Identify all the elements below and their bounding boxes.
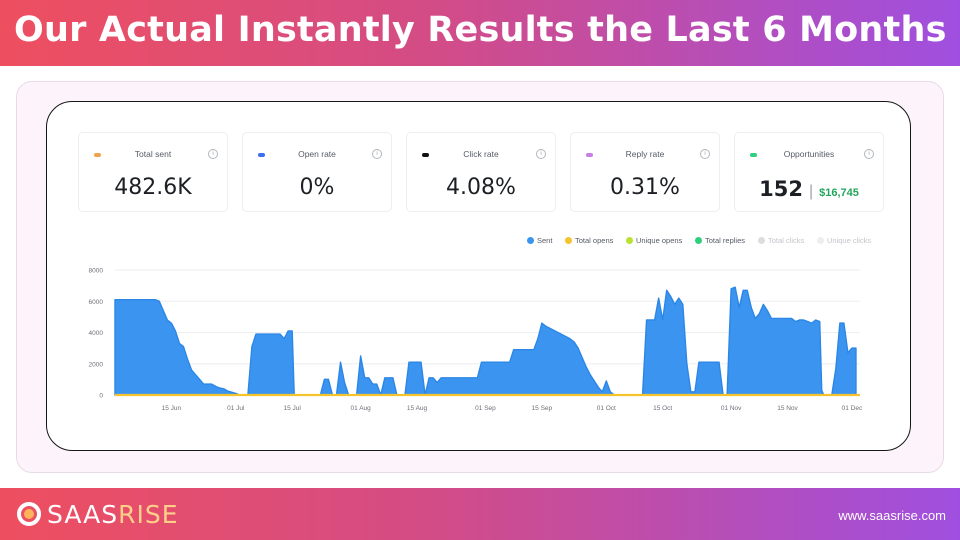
info-icon[interactable]: i: [536, 149, 546, 159]
legend-item-unique-opens[interactable]: Unique opens: [626, 236, 682, 245]
x-tick-label: 15 Oct: [653, 405, 672, 412]
card-value: 0%: [299, 175, 335, 200]
card-label: Total sent: [134, 149, 172, 159]
slide-footer: SAASRISE www.saasrise.com: [0, 488, 960, 540]
x-tick-label: 01 Jul: [227, 405, 245, 412]
open-rate-dot: [258, 153, 265, 157]
legend-item-total-replies[interactable]: Total replies: [695, 236, 745, 245]
card-total-sent: Total sent i 482.6K: [78, 132, 228, 212]
card-label: Opportunities: [783, 149, 835, 159]
info-icon[interactable]: i: [864, 149, 874, 159]
legend-swatch: [626, 237, 633, 244]
card-value: 152 | $16,745: [735, 177, 883, 201]
y-tick-label: 6000: [89, 299, 104, 306]
opportunities-dot: [750, 153, 757, 157]
x-tick-label: 01 Sep: [475, 405, 496, 412]
logo-mark-icon: [17, 502, 41, 526]
website-link[interactable]: www.saasrise.com: [838, 508, 946, 523]
logo-text-rise: RISE: [118, 500, 179, 529]
legend-item-total-opens[interactable]: Total opens: [565, 236, 613, 245]
y-tick-label: 4000: [89, 330, 104, 337]
info-icon[interactable]: i: [700, 149, 710, 159]
info-icon[interactable]: i: [208, 149, 218, 159]
y-tick-label: 8000: [89, 268, 104, 275]
x-tick-label: 15 Sep: [532, 405, 553, 412]
legend-item-total-clicks[interactable]: Total clicks: [758, 236, 804, 245]
slide-title: Our Actual Instantly Results the Last 6 …: [14, 10, 947, 50]
series-sent-area: [114, 286, 857, 396]
card-opportunities: Opportunities i 152 | $16,745: [734, 132, 884, 212]
legend-swatch: [527, 237, 534, 244]
logo-text-saas: SAAS: [47, 500, 119, 529]
x-tick-label: 01 Nov: [721, 405, 742, 412]
card-value: 4.08%: [446, 175, 516, 200]
x-tick-label: 01 Dec: [842, 405, 863, 412]
card-label: Click rate: [463, 149, 499, 159]
legend-label: Total clicks: [768, 236, 805, 245]
card-value: 482.6K: [114, 175, 192, 200]
x-tick-label: 15 Aug: [407, 405, 428, 412]
x-tick-label: 15 Nov: [777, 405, 798, 412]
card-click-rate: Click rate i 4.08%: [406, 132, 556, 212]
card-label: Reply rate: [625, 149, 665, 159]
reply-rate-dot: [586, 153, 593, 157]
click-rate-dot: [422, 153, 429, 157]
legend-swatch: [758, 237, 765, 244]
info-icon[interactable]: i: [372, 149, 382, 159]
legend-label: Total replies: [705, 236, 746, 245]
card-reply-rate: Reply rate i 0.31%: [570, 132, 720, 212]
card-value: 0.31%: [610, 175, 680, 200]
x-tick-label: 01 Aug: [351, 405, 372, 412]
card-open-rate: Open rate i 0%: [242, 132, 392, 212]
x-tick-label: 01 Oct: [597, 405, 616, 412]
legend-label: Unique opens: [636, 236, 683, 245]
x-tick-label: 15 Jun: [162, 405, 182, 412]
card-label: Open rate: [298, 149, 336, 159]
legend-swatch: [695, 237, 702, 244]
legend-item-sent[interactable]: Sent: [527, 236, 552, 245]
legend-label: Sent: [537, 236, 553, 245]
legend-label: Unique clicks: [827, 236, 872, 245]
y-tick-label: 0: [99, 393, 103, 400]
y-tick-label: 2000: [89, 361, 104, 368]
sent-area-chart: 0 2000 4000 6000 8000 15 Jun 01 Jul 15 Jul 01 Au…: [89, 268, 863, 413]
x-tick-label: 15 Jul: [284, 405, 302, 412]
opportunities-count: 152: [759, 177, 803, 201]
value-separator: |: [808, 183, 814, 200]
total-sent-dot: [94, 153, 101, 157]
legend-item-unique-clicks[interactable]: Unique clicks: [817, 236, 871, 245]
slide-header: Our Actual Instantly Results the Last 6 …: [0, 0, 960, 66]
legend-swatch: [817, 237, 824, 244]
legend-swatch: [565, 237, 572, 244]
legend-label: Total opens: [575, 236, 614, 245]
opportunities-amount: $16,745: [819, 187, 859, 199]
